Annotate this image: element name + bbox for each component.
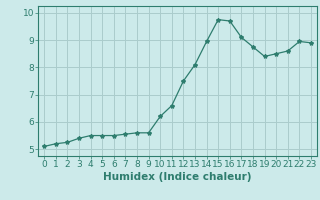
X-axis label: Humidex (Indice chaleur): Humidex (Indice chaleur) (103, 172, 252, 182)
